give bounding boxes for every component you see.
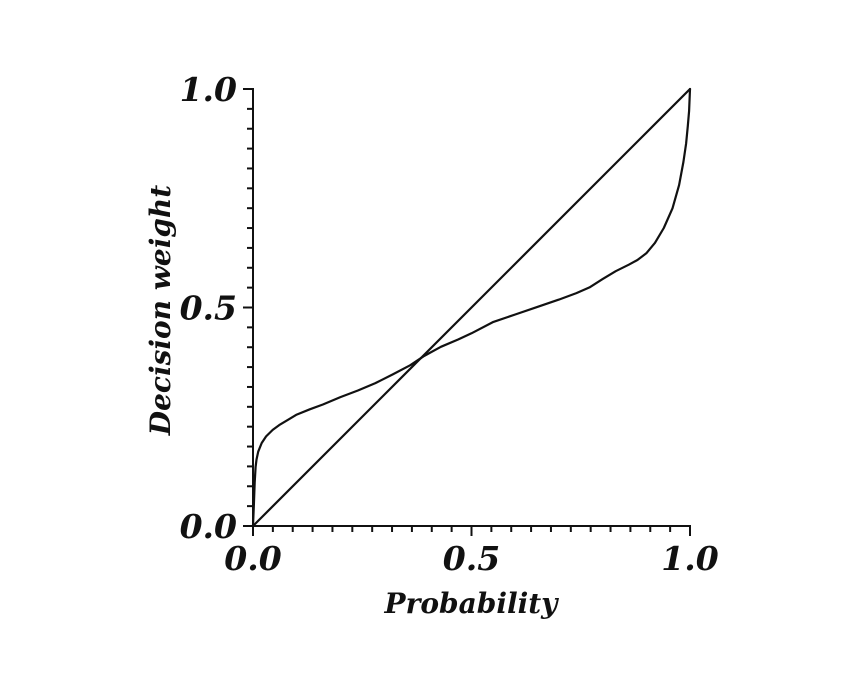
x-tick-label: 1.0 <box>661 539 718 578</box>
x-axis-title: Probability <box>384 587 560 620</box>
plot-layer: 0.0 0.5 1.0 0.0 0.5 1.0 <box>180 70 719 578</box>
y-tick-label: 0.5 <box>180 289 237 328</box>
x-tick-label: 0.0 <box>224 539 281 578</box>
y-tick-label: 0.0 <box>180 507 237 546</box>
y-axis-title: Decision weight <box>144 185 177 436</box>
probability-weighting-curve <box>251 87 692 528</box>
x-tick-label: 0.5 <box>443 539 500 578</box>
identity-diagonal <box>251 87 692 528</box>
y-tick-label: 1.0 <box>180 70 237 109</box>
